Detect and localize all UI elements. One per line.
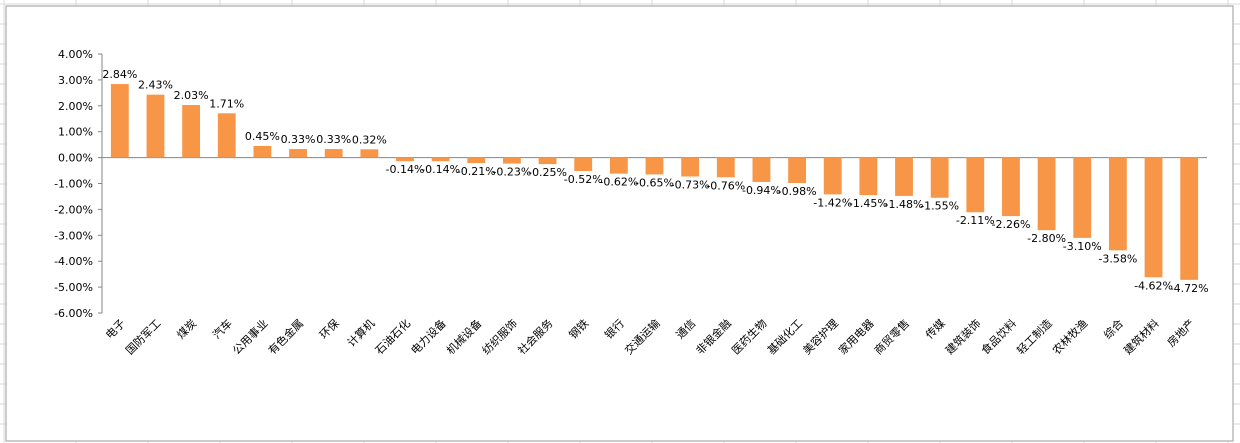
y-tick-label: -1.00% <box>54 178 93 191</box>
chart-area-frame <box>5 5 1234 442</box>
data-label: -0.25% <box>528 166 567 179</box>
data-label: -1.48% <box>885 198 924 211</box>
bar <box>966 157 985 213</box>
y-tick-label: -2.00% <box>54 203 93 216</box>
data-label: -4.62% <box>1134 279 1173 292</box>
data-label: -2.11% <box>956 214 995 227</box>
data-label: -1.42% <box>813 196 852 209</box>
data-label: -3.10% <box>1063 240 1102 253</box>
data-label: -0.52% <box>564 173 603 186</box>
data-label: -2.80% <box>1027 232 1066 245</box>
data-label: -2.26% <box>991 218 1030 231</box>
bar <box>1073 157 1092 238</box>
bar-series <box>110 84 1199 280</box>
data-label: 0.45% <box>245 130 280 143</box>
data-label: -0.23% <box>492 166 531 179</box>
bar <box>217 113 236 158</box>
bar <box>396 157 414 162</box>
data-label: -0.62% <box>599 176 638 189</box>
bar <box>645 157 664 175</box>
bar <box>609 157 628 174</box>
bar <box>574 157 593 172</box>
y-tick-label: 2.00% <box>58 100 93 113</box>
y-tick-label: 0.00% <box>58 152 93 165</box>
y-tick-label: 1.00% <box>58 126 93 139</box>
bar <box>1002 157 1020 217</box>
bar <box>182 105 201 158</box>
bar <box>930 157 949 198</box>
data-label: 0.33% <box>281 133 316 146</box>
bar <box>538 157 557 165</box>
bar <box>253 145 272 158</box>
data-label: -1.55% <box>920 200 959 213</box>
bar <box>1037 157 1056 231</box>
data-label: 0.33% <box>316 133 351 146</box>
bar <box>823 157 842 195</box>
data-label: -0.21% <box>457 165 496 178</box>
data-label: -1.45% <box>849 197 888 210</box>
bar <box>360 149 379 158</box>
y-axis: 4.00% 3.00% 2.00% 1.00% 0.00% -1.00% -2.00% -3.… <box>54 48 1207 320</box>
bar <box>788 157 806 183</box>
y-tick-label: 4.00% <box>58 48 93 61</box>
y-tick-label: -6.00% <box>54 307 93 320</box>
y-tick-label: 3.00% <box>58 74 93 87</box>
bar <box>1180 157 1199 280</box>
bar <box>681 157 700 177</box>
bar <box>146 94 165 158</box>
data-label: -0.14% <box>421 163 460 176</box>
bar <box>859 157 878 196</box>
y-tick-label: -5.00% <box>54 281 93 294</box>
y-tick-label: -4.00% <box>54 255 93 268</box>
data-label: -4.72% <box>1170 282 1209 295</box>
data-label: -0.73% <box>671 179 710 192</box>
data-label: 2.43% <box>138 79 173 92</box>
y-tick-label: -3.00% <box>54 229 93 242</box>
data-label: -3.58% <box>1098 252 1137 265</box>
data-label: 2.03% <box>174 89 209 102</box>
data-labels: 2.84%2.43%2.03%1.71%0.45% 0.33% 0.33% 0.32%… <box>102 68 1208 295</box>
bar <box>752 157 771 182</box>
data-label: 0.32% <box>352 133 387 146</box>
bar <box>431 157 450 162</box>
data-label: -0.14% <box>386 163 425 176</box>
bar <box>467 157 486 164</box>
data-label: -0.98% <box>778 185 817 198</box>
data-label: -0.94% <box>742 184 781 197</box>
data-label: 1.71% <box>209 97 244 110</box>
bar <box>289 149 307 158</box>
bar <box>895 157 913 196</box>
bar <box>1108 157 1127 251</box>
bar <box>110 84 129 158</box>
bar <box>324 149 343 158</box>
data-label: -0.65% <box>635 176 674 189</box>
data-label: -0.76% <box>706 179 745 192</box>
data-label: 2.84% <box>102 68 137 81</box>
bar <box>716 157 735 178</box>
bar <box>1144 157 1163 278</box>
bar <box>503 157 521 164</box>
